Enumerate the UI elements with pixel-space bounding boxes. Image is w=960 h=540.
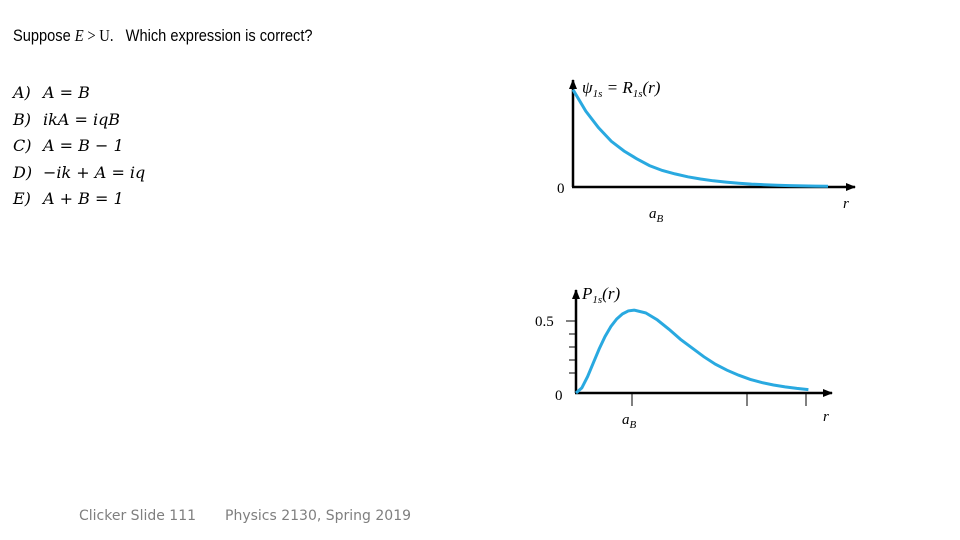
chart-title: P1s(r) bbox=[581, 284, 620, 306]
x-axis-label: r bbox=[823, 409, 829, 425]
wavefunction-curve bbox=[571, 88, 829, 188]
variable-u: U. bbox=[99, 26, 114, 45]
option-label: E) bbox=[13, 189, 31, 208]
option-label: D) bbox=[13, 162, 33, 182]
course-label: Physics 2130, Spring 2019 bbox=[225, 508, 412, 524]
option-expression: A + B = 1 bbox=[43, 189, 124, 208]
question-suffix: Which expression is correct? bbox=[113, 26, 313, 45]
y-minor-ticks bbox=[566, 320, 576, 374]
y-tick-label-half: 0.5 bbox=[535, 314, 554, 330]
probability-curve bbox=[575, 308, 809, 395]
chart-title: ψ1s = R1s(r) bbox=[582, 78, 661, 100]
option-d: D) −ik + A = iq bbox=[13, 160, 145, 187]
wavefunction-chart: ψ1s = R1s(r) 0 r aB bbox=[557, 78, 856, 225]
answer-options: A) A = B B) ikA = iqB C) A = B − 1 D) −i… bbox=[13, 80, 145, 213]
y-tick-label-zero: 0 bbox=[555, 388, 563, 404]
x-ticks bbox=[631, 393, 807, 406]
y-tick-label-zero: 0 bbox=[557, 181, 565, 197]
x-tick-label-ab: aB bbox=[622, 412, 637, 431]
option-c: C) A = B − 1 bbox=[13, 133, 145, 160]
question-text: Suppose E > U. Which expression is corre… bbox=[13, 26, 313, 46]
option-expression: A = B bbox=[43, 83, 90, 102]
option-expression: A = B − 1 bbox=[43, 136, 124, 155]
option-e: E) A + B = 1 bbox=[13, 186, 145, 213]
greater-than-sign: > bbox=[83, 26, 100, 45]
x-axis-label: r bbox=[843, 196, 849, 212]
option-label: B) bbox=[13, 109, 31, 129]
option-a: A) A = B bbox=[13, 80, 145, 107]
option-expression: −ik + A = iq bbox=[43, 162, 146, 182]
option-label: A) bbox=[13, 83, 31, 102]
option-label: C) bbox=[13, 136, 32, 155]
probability-chart: P1s(r) 0.5 0 r aB bbox=[535, 284, 833, 431]
variable-e: E bbox=[74, 26, 84, 45]
slide-number: Clicker Slide 111 bbox=[79, 508, 197, 524]
x-tick-label-ab: aB bbox=[649, 206, 664, 225]
question-prefix: Suppose bbox=[13, 26, 75, 45]
option-expression: ikA = iqB bbox=[43, 109, 121, 129]
option-b: B) ikA = iqB bbox=[13, 107, 145, 134]
